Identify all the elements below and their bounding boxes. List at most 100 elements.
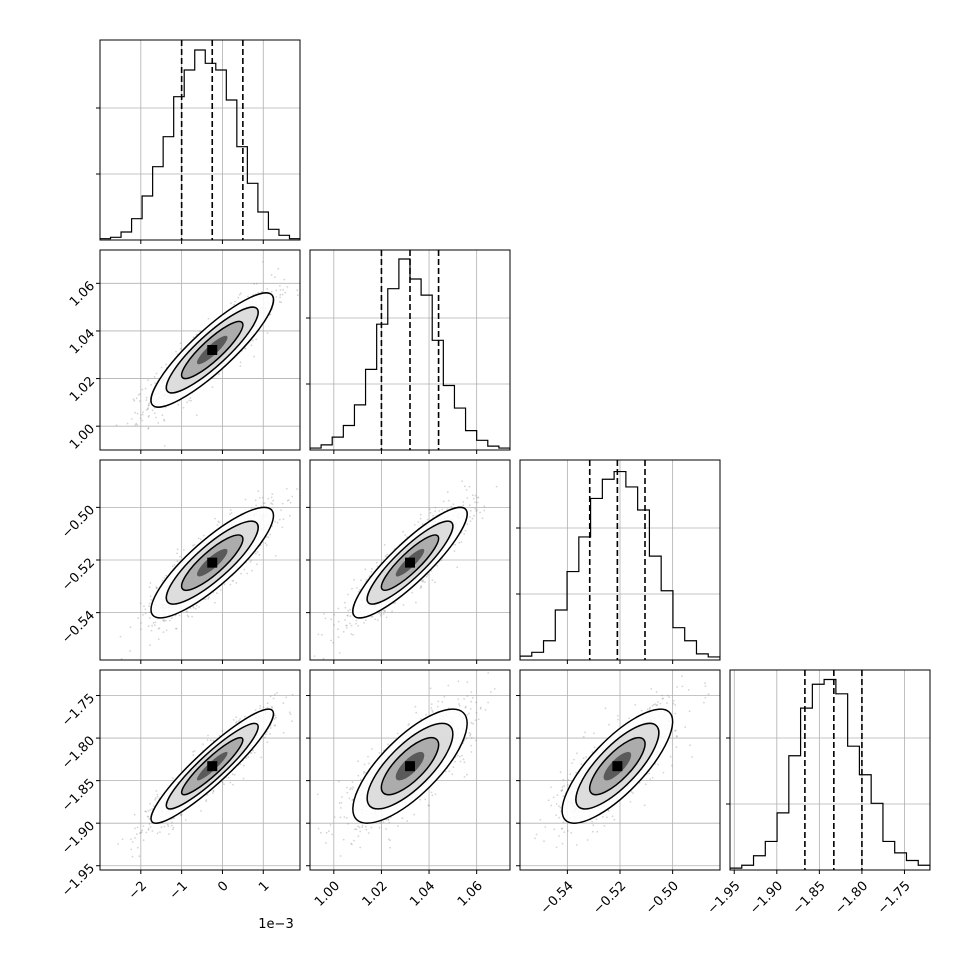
scatter-point — [255, 504, 257, 507]
scatter-point — [365, 619, 367, 622]
scatter-point — [430, 703, 433, 705]
scatter-point — [342, 630, 345, 633]
scatter-point — [394, 602, 397, 604]
scatter-point — [352, 786, 355, 789]
scatter-point — [352, 633, 354, 636]
scatter-point — [151, 808, 154, 810]
scatter-point — [199, 330, 201, 333]
scatter-point — [271, 503, 274, 505]
scatter-point — [476, 496, 479, 499]
scatter-point — [275, 296, 278, 298]
scatter-point — [288, 711, 291, 714]
scatter-point — [132, 398, 135, 401]
scatter-point — [419, 587, 422, 589]
scatter-point — [176, 552, 178, 555]
scatter-point — [238, 719, 240, 722]
scatter-point — [458, 541, 461, 544]
scatter-point — [142, 825, 145, 827]
scatter-point — [289, 501, 292, 504]
scatter-point — [279, 296, 281, 299]
scatter-point — [419, 513, 422, 516]
scatter-point — [227, 776, 230, 779]
scatter-point — [192, 607, 195, 609]
scatter-point — [208, 596, 210, 599]
scatter-point — [305, 681, 307, 683]
scatter-point — [212, 739, 215, 742]
y-tick-label-3-1: −1.90 — [59, 819, 98, 858]
scatter-point — [221, 781, 224, 784]
scatter-point — [431, 711, 434, 713]
scatter-point — [131, 855, 134, 858]
scatter-point — [179, 555, 181, 558]
panel-2-0-content — [119, 477, 300, 660]
scatter-point — [244, 498, 247, 501]
scatter-point — [261, 496, 264, 499]
scatter-point — [214, 601, 216, 604]
scatter-point — [346, 791, 349, 794]
scatter-point — [163, 418, 165, 421]
scatter-point — [144, 608, 147, 611]
scatter-point — [264, 542, 267, 545]
scatter-point — [142, 614, 144, 616]
scatter-point — [274, 520, 276, 523]
scatter-point — [285, 487, 288, 490]
scatter-point — [330, 639, 332, 642]
scatter-point — [212, 790, 215, 792]
scatter-point — [428, 508, 431, 511]
scatter-point — [167, 825, 170, 828]
scatter-point — [479, 511, 481, 514]
scatter-point — [155, 790, 158, 792]
scatter-point — [161, 414, 164, 417]
scatter-point — [251, 569, 253, 572]
scatter-point — [176, 548, 179, 551]
scatter-point — [436, 564, 438, 567]
scatter-point — [360, 579, 362, 582]
scatter-point — [150, 629, 153, 632]
scatter-point — [148, 817, 151, 820]
scatter-point — [426, 573, 429, 576]
scatter-point — [471, 517, 474, 520]
scatter-point — [164, 406, 167, 409]
scatter-point — [149, 595, 152, 598]
scatter-point — [178, 614, 181, 617]
scatter-point — [279, 293, 282, 296]
scatter-point — [442, 500, 445, 503]
scatter-point — [140, 622, 142, 624]
scatter-point — [187, 615, 190, 618]
scatter-point — [160, 366, 163, 369]
scatter-point — [140, 831, 143, 833]
scatter-point — [139, 832, 141, 834]
scatter-point — [371, 568, 373, 570]
scatter-point — [231, 579, 234, 582]
scatter-point — [179, 347, 182, 350]
scatter-point — [441, 701, 444, 703]
scatter-point — [160, 826, 163, 829]
scatter-point — [374, 618, 377, 621]
scatter-point — [474, 719, 477, 721]
scatter-point — [233, 773, 236, 776]
scatter-point — [232, 783, 234, 786]
scatter-point — [388, 821, 391, 824]
scatter-point — [181, 813, 183, 816]
scatter-point — [349, 615, 352, 618]
scatter-point — [434, 506, 437, 509]
scatter-point — [243, 568, 246, 571]
scatter-point — [513, 445, 515, 447]
scatter-point — [426, 518, 429, 521]
scatter-point — [135, 397, 138, 400]
scatter-point — [221, 730, 224, 732]
scatter-point — [321, 633, 323, 636]
scatter-point — [155, 586, 158, 588]
scatter-point — [192, 544, 194, 547]
scatter-point — [244, 347, 247, 350]
scatter-point — [272, 499, 275, 502]
panel-1-0 — [96, 249, 301, 454]
scatter-point — [163, 577, 166, 579]
scatter-point — [129, 650, 131, 652]
scatter-point — [210, 739, 212, 742]
scatter-point — [350, 633, 353, 635]
scatter-point — [137, 394, 140, 396]
scatter-point — [229, 513, 231, 516]
scatter-point — [264, 736, 266, 739]
scatter-point — [464, 529, 467, 532]
